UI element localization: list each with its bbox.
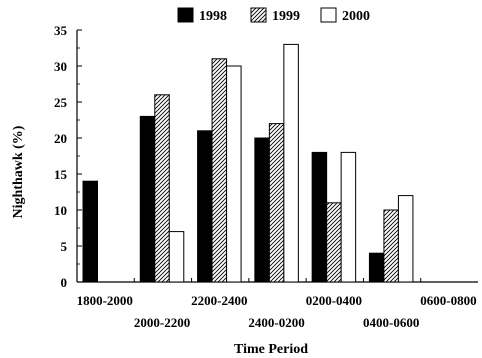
bar-2000-0200-0400: [340, 151, 357, 283]
x-category-label: 0600-0800: [420, 293, 476, 308]
bar-1998-0200-0400: [311, 151, 328, 283]
x-axis-category-labels: 1800-20002000-22002200-24002400-02000200…: [77, 293, 477, 330]
x-category-label: 2200-2400: [191, 293, 247, 308]
y-axis-ticks: 0 5 10 15 20 25 30 35: [54, 23, 82, 290]
bar-2000-2200-2400: [226, 65, 242, 283]
bar-2000-0400-0600: [397, 195, 414, 283]
legend-swatch-1998: [177, 7, 194, 23]
y-axis-title: Nighthawk (%): [11, 125, 26, 218]
legend-label-1999: 1999: [272, 9, 300, 24]
x-category-label: 0200-0400: [306, 293, 362, 308]
x-category-label: 2000-2200: [134, 315, 190, 330]
y-tick-label: 5: [61, 239, 68, 254]
bar-1999-0400-0600: [383, 209, 399, 283]
bar-2000-2000-2200: [168, 231, 185, 283]
legend-label-2000: 2000: [342, 9, 370, 24]
y-tick-label: 30: [54, 59, 67, 74]
y-tick-label: 0: [61, 275, 68, 290]
bar-1999-2400-0200: [268, 123, 285, 283]
x-category-label: 0400-0600: [363, 315, 419, 330]
y-tick-label: 10: [54, 203, 67, 218]
legend-swatch-2000: [320, 7, 337, 23]
bar-1999-2200-2400: [211, 58, 228, 283]
bars: [82, 43, 414, 283]
x-category-label: 2400-0200: [248, 315, 304, 330]
x-category-label: 1800-2000: [77, 293, 133, 308]
y-tick-label: 35: [54, 23, 68, 38]
legend-swatch-1999: [250, 7, 267, 23]
x-axis-title: Time Period: [234, 342, 308, 357]
y-tick-label: 15: [54, 167, 68, 182]
legend: 1998 1999 2000: [177, 7, 370, 24]
bar-1998-0400-0600: [368, 252, 385, 283]
bar-1998-1800-2000: [82, 180, 98, 283]
bar-1998-2000-2200: [139, 115, 156, 283]
y-tick-label: 25: [54, 95, 68, 110]
bar-2000-2400-0200: [283, 43, 299, 283]
bar-1998-2200-2400: [197, 130, 213, 283]
legend-label-1998: 1998: [199, 9, 227, 24]
bar-1999-2000-2200: [154, 94, 170, 283]
y-tick-label: 20: [54, 131, 67, 146]
bar-1998-2400-0200: [254, 137, 270, 283]
bar-1999-0200-0400: [326, 202, 342, 283]
